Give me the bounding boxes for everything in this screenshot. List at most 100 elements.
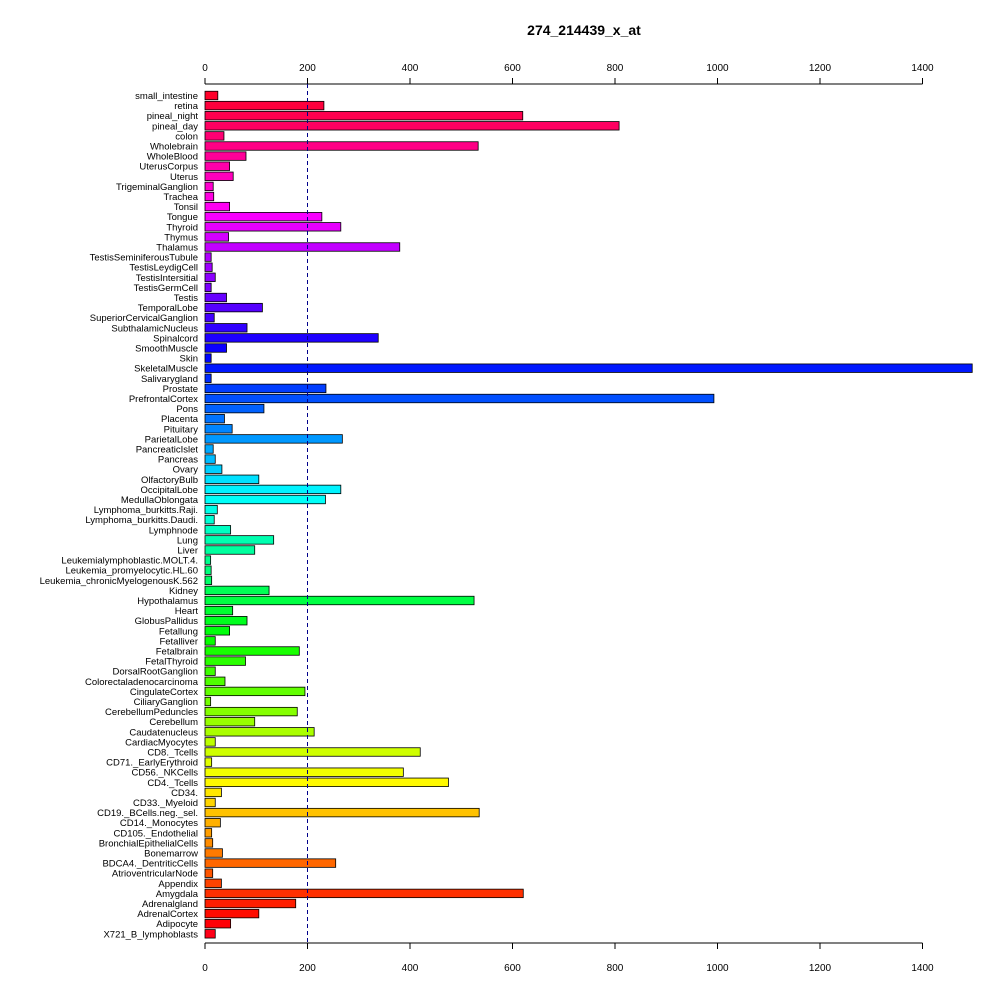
- bar-Kidney: [204, 585, 270, 596]
- bar-CD105._Endothelial: [204, 828, 213, 838]
- bar-pineal_day: [204, 121, 620, 131]
- category-label: SubthalamicNucleus: [111, 323, 198, 334]
- category-label: FetalThyroid: [145, 657, 198, 668]
- category-label: CingulateCortex: [130, 687, 198, 698]
- category-label: Pons: [176, 404, 198, 415]
- bar-WholeBlood: [204, 151, 247, 161]
- bar-CD8._Tcells: [204, 747, 421, 757]
- bar-Thalamus: [204, 242, 401, 252]
- category-label: Salivarygland: [141, 374, 198, 385]
- bar-Leukemialymphoblastic.MOLT.4.: [204, 555, 212, 565]
- category-label: Pituitary: [164, 424, 199, 435]
- category-label: Liver: [177, 546, 198, 557]
- bar-CD33._Myeloid: [204, 797, 216, 808]
- category-label: CD8._Tcells: [147, 748, 198, 759]
- bar-OlfactoryBulb: [204, 474, 260, 484]
- bar-Placenta: [204, 414, 225, 424]
- bar-TrigeminalGanglion: [204, 181, 214, 192]
- bar-Caudatenucleus: [204, 727, 315, 737]
- bar-SmoothMuscle: [204, 343, 227, 353]
- bar-Leukemia_chronicMyelogenousK.562: [204, 575, 213, 585]
- category-label: Leukemia_promyelocytic.HL.60: [65, 566, 198, 577]
- category-label: WholeBlood: [147, 152, 198, 163]
- bar-UterusCorpus: [204, 161, 231, 171]
- category-label: Uterus: [170, 172, 198, 183]
- category-label: Leukemia_chronicMyelogenousK.562: [40, 576, 198, 587]
- bar-Thyroid: [204, 222, 342, 232]
- category-label: Spinalcord: [153, 333, 198, 344]
- bar-Hypothalamus: [204, 595, 475, 606]
- category-label: Thymus: [164, 232, 198, 243]
- category-label: CD19._BCells.neg._sel.: [97, 808, 198, 819]
- top-axis-tick-label: 800: [607, 63, 624, 74]
- category-label: Lymphnode: [149, 525, 198, 536]
- bar-BDCA4._DentriticCells: [204, 858, 337, 868]
- category-label: Leukemialymphoblastic.MOLT.4.: [61, 556, 198, 567]
- bar-Prostate: [204, 383, 327, 394]
- category-label: TestisLeydigCell: [129, 263, 198, 274]
- category-label: Fetalliver: [159, 636, 198, 647]
- category-label: Trachea: [164, 192, 199, 203]
- bar-SkeletalMuscle: [204, 363, 973, 373]
- bar-Pons: [204, 403, 265, 414]
- bar-PancreaticIslet: [204, 444, 214, 454]
- category-label: Pancreas: [158, 455, 198, 466]
- bar-Cerebellum: [204, 717, 256, 727]
- bar-Lymphnode: [204, 525, 232, 535]
- top-axis-tick-label: 200: [299, 63, 316, 74]
- bar-Amygdala: [204, 888, 524, 899]
- category-label: Adipocyte: [156, 919, 198, 930]
- category-label: Kidney: [169, 586, 198, 597]
- bar-CD4._Tcells: [204, 777, 449, 787]
- category-label: BronchialEpithelialCells: [99, 838, 199, 849]
- bottom-axis-tick-label: 1000: [706, 963, 729, 974]
- bar-GlobusPallidus: [204, 616, 248, 626]
- category-label: MedullaOblongata: [121, 495, 199, 506]
- bar-Appendix: [204, 878, 222, 888]
- category-label: BDCA4._DentriticCells: [102, 859, 198, 870]
- bar-Salivarygland: [204, 373, 212, 383]
- bar-Tonsil: [204, 201, 231, 212]
- bottom-axis-tick-label: 1200: [809, 963, 832, 974]
- bar-pineal_night: [204, 111, 524, 121]
- bar-DorsalRootGanglion: [204, 666, 216, 676]
- category-label: Lung: [177, 535, 198, 546]
- bar-SubthalamicNucleus: [204, 323, 248, 333]
- bar-BronchialEpithelialCells: [204, 838, 214, 848]
- category-label: CD14._Monocytes: [120, 818, 198, 829]
- bar-CerebellumPeduncles: [204, 706, 298, 717]
- category-label: CD105._Endothelial: [113, 828, 198, 839]
- bar-Spinalcord: [204, 333, 379, 343]
- bar-CD19._BCells.neg._sel.: [204, 807, 480, 818]
- bar-Testis: [204, 292, 227, 303]
- category-label: Adrenalgland: [142, 899, 198, 910]
- bar-Ovary: [204, 464, 223, 474]
- category-label: Heart: [175, 606, 199, 617]
- bars-group: [204, 90, 973, 939]
- category-label: TestisIntersitial: [136, 273, 198, 284]
- category-label: Tonsil: [174, 202, 198, 213]
- bar-Fetalliver: [204, 636, 216, 646]
- category-label: Bonemarrow: [144, 849, 198, 860]
- bar-Leukemia_promyelocytic.HL.60: [204, 565, 212, 575]
- top-axis-tick-label: 0: [202, 63, 208, 74]
- category-label: Prostate: [163, 384, 198, 395]
- category-label: Lymphoma_burkitts.Daudi.: [85, 515, 198, 526]
- category-label: OlfactoryBulb: [141, 475, 198, 486]
- chart-title: 274_214439_x_at: [527, 22, 641, 38]
- bar-Lung: [204, 535, 275, 545]
- bar-AdrenalCortex: [204, 908, 260, 919]
- category-label: AtrioventricularNode: [112, 869, 198, 880]
- bar-Fetalbrain: [204, 646, 300, 656]
- bar-MedullaOblongata: [204, 494, 326, 505]
- category-label: Amygdala: [156, 889, 199, 900]
- category-label: Thalamus: [156, 243, 198, 254]
- category-label: CardiacMyocytes: [125, 737, 198, 748]
- category-label: CD34.: [171, 788, 198, 799]
- top-axis-tick-label: 1200: [809, 63, 832, 74]
- bottom-axis-tick-label: 800: [607, 963, 624, 974]
- bar-retina: [204, 100, 325, 111]
- bar-small_intestine: [204, 90, 219, 101]
- category-label: GlobusPallidus: [135, 616, 199, 627]
